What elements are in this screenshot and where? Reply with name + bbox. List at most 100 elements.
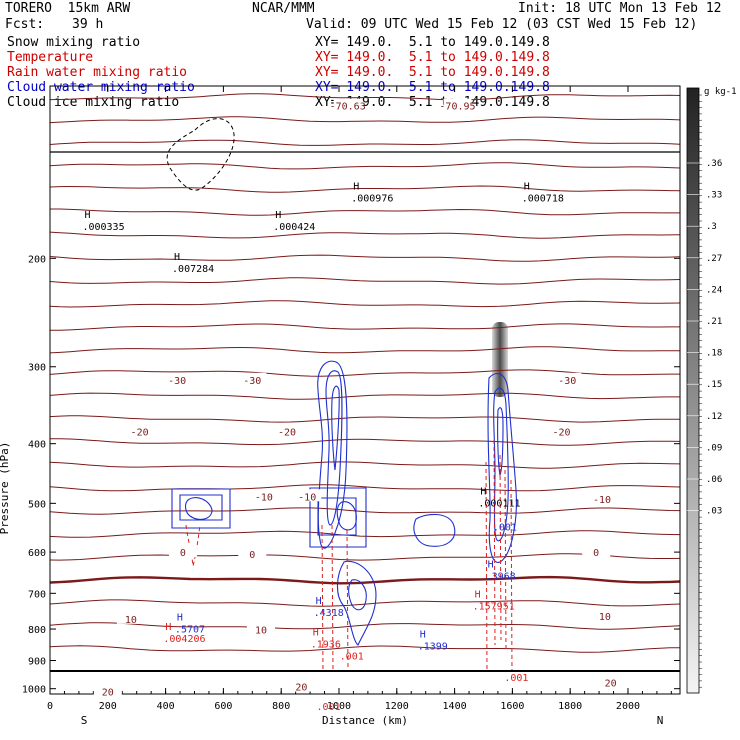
temperature-label-bg — [287, 679, 316, 692]
y-tick-label: 300 — [28, 363, 46, 374]
temperature-label-bg — [238, 372, 267, 385]
colorbar-tick-label: .27 — [706, 254, 722, 264]
isotherm-line — [49, 553, 681, 561]
cloud-water-contours — [171, 360, 517, 646]
colorbar-tick-label: .3 — [706, 222, 717, 232]
max-marker-h: H — [524, 182, 530, 193]
x-tick-label: 200 — [99, 701, 117, 712]
temperature-label: -20 — [278, 427, 296, 438]
temperature-label-bg — [293, 489, 322, 502]
temperature-label: -10 — [298, 492, 316, 503]
x-tick-label: 1000 — [327, 701, 351, 712]
temperature-label-bg — [249, 489, 278, 502]
temperature-label-bg — [238, 546, 267, 559]
temperature-label-bg — [333, 98, 362, 111]
snow-contours — [166, 118, 235, 191]
isotherm-line — [49, 530, 681, 538]
isotherm-line — [49, 346, 680, 354]
y-tick-label: 800 — [28, 625, 46, 636]
max-marker-h: H — [316, 596, 322, 607]
temperature-label: 0 — [593, 548, 599, 559]
legend-snow-coords: XY= 149.0. 5.1 to 149.0.149.8 — [315, 35, 550, 50]
isotherm-line — [49, 438, 681, 446]
temperature-label-bg — [547, 424, 576, 437]
center-name: NCAR/MMM — [252, 1, 315, 16]
isotherm-line — [49, 645, 681, 653]
isotherm-line — [49, 300, 681, 308]
legend-rain-name: Rain water mixing ratio — [7, 65, 188, 80]
colorbar-tick-label: .03 — [706, 507, 722, 517]
colorbar-tick-label: .36 — [706, 159, 722, 169]
temperature-label: -20 — [552, 427, 570, 438]
temperature-label: -10 — [255, 492, 273, 503]
x-tick-label: 2000 — [616, 701, 640, 712]
x-axis-title: Distance (km) — [322, 714, 408, 727]
max-value-label: .157951 — [473, 601, 515, 612]
temperature-label: 20 — [605, 678, 617, 689]
x-axis-south-label: S — [81, 714, 88, 727]
isotherm-line — [49, 93, 681, 101]
isotherm-line — [50, 323, 680, 331]
isotherm-line — [49, 622, 681, 630]
isotherm-line — [49, 254, 681, 262]
y-tick-label: 400 — [28, 440, 46, 451]
max-marker-h: H — [353, 182, 359, 193]
valid-time: Valid: 09 UTC Wed 15 Feb 12 (03 CST Wed … — [306, 17, 698, 32]
isotherm-line — [49, 162, 681, 170]
temperature-label-bg — [163, 372, 192, 385]
temperature-label-bg — [587, 492, 616, 505]
y-axis-title: Pressure (hPa) — [0, 442, 11, 535]
temperature-label: 10 — [599, 612, 611, 623]
temperature-label: -70.95 — [439, 102, 475, 113]
temperature-label: 20 — [102, 687, 114, 698]
temperature-label: -30 — [168, 376, 186, 387]
temperature-label: -70.63 — [330, 102, 366, 113]
max-marker-h: H — [275, 210, 281, 221]
x-tick-label: 1200 — [385, 701, 409, 712]
max-marker-h: H — [177, 613, 183, 624]
max-value-label: .3968 — [486, 571, 516, 582]
x-tick-label: 800 — [272, 701, 290, 712]
temperature-label-bg — [168, 545, 197, 558]
y-tick-label: 200 — [28, 254, 46, 265]
temperature-label-bg — [93, 684, 122, 697]
colorbar-tick-label: .33 — [706, 191, 722, 201]
colorbar-tick-label: .18 — [706, 349, 722, 359]
fcst-value: 39 h — [72, 17, 104, 32]
max-value-label: .000424 — [273, 222, 315, 233]
max-marker-h: H — [84, 210, 90, 221]
max-value-label: .001 — [317, 702, 341, 713]
y-tick-label: 900 — [28, 657, 46, 668]
temperature-label-bg — [553, 372, 582, 385]
y-tick-label: 600 — [28, 548, 46, 559]
max-marker-h: H — [174, 252, 180, 263]
fcst-label: Fcst: — [5, 17, 45, 32]
max-value-label: .000976 — [351, 194, 393, 205]
y-tick-label: 500 — [28, 499, 46, 510]
max-value-label: .001 — [504, 673, 528, 684]
temperature-labels: -70.63 -70.95 -30 -30 -30 -20 -20 -20 -10 -10 -10 0… — [93, 98, 625, 698]
max-value-label: .1399 — [418, 641, 448, 652]
isotherm-line — [49, 185, 681, 193]
temperature-label: -30 — [243, 376, 261, 387]
colorbar: .36 .33 .3 .27 .24 .21 .18 .15 .12 .09 .06 .03 g kg… — [686, 87, 737, 694]
max-value-label: .001 — [340, 652, 364, 663]
temperature-label-bg — [272, 424, 301, 437]
isotherm-line — [49, 116, 681, 124]
temperature-label: 20 — [295, 683, 307, 694]
x-tick-label: 0 — [47, 701, 53, 712]
colorbar-tick-label: .12 — [706, 412, 722, 422]
max-marker-h: H — [313, 628, 319, 639]
max-value-label: .001 — [493, 522, 517, 533]
legend-cloud-water-coords: XY= 149.0. 5.1 to 149.0.149.8 — [315, 80, 550, 95]
init-time: Init: 18 UTC Mon 13 Feb 12 — [518, 1, 722, 16]
rain-water-contours — [185, 439, 513, 673]
x-tick-label: 1800 — [558, 701, 582, 712]
isotherm-line — [49, 461, 681, 469]
temperature-label-bg — [590, 609, 619, 622]
legend-temperature-name: Temperature — [7, 50, 94, 65]
max-marker-h: H — [165, 622, 171, 633]
temperature-label: 0 — [180, 548, 186, 559]
temperature-label: -10 — [593, 495, 611, 506]
